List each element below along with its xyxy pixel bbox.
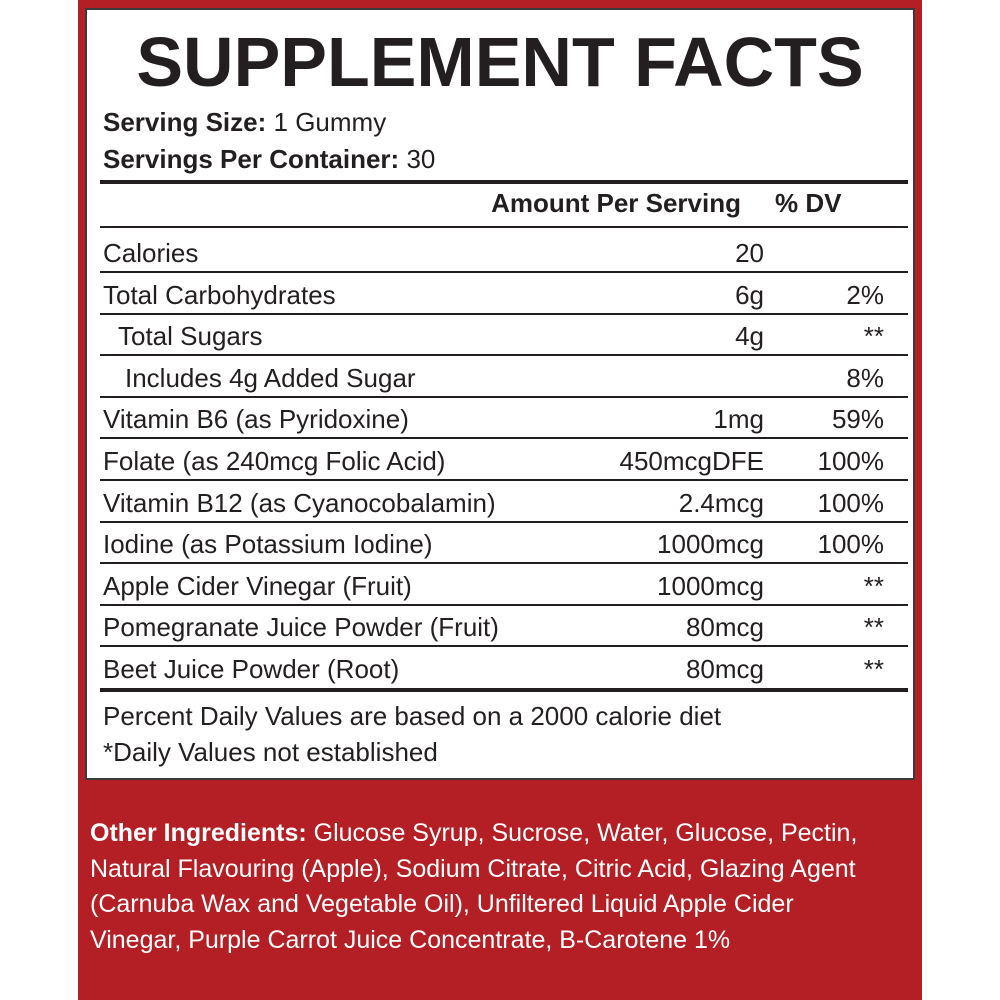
- row-dv: **: [863, 654, 884, 684]
- header-amount: Amount Per Serving: [491, 188, 741, 218]
- row-name: Pomegranate Juice Powder (Fruit): [103, 612, 499, 643]
- serving-size-label: Serving Size:: [103, 107, 267, 137]
- serving-size-value: 1 Gummy: [273, 107, 387, 137]
- rule: [100, 226, 908, 228]
- ingredients-text: Glucose Syrup, Sucrose, Water, Glucose, …: [90, 819, 858, 954]
- row-amount: 20: [735, 238, 764, 268]
- row-dv: 100%: [817, 529, 885, 560]
- row-amount: 1000mcg: [657, 529, 764, 560]
- footnote: *Daily Values not established: [103, 737, 438, 767]
- facts-box: [85, 8, 915, 780]
- thick-rule: [100, 180, 908, 184]
- row-dv: **: [863, 570, 884, 601]
- rule: [100, 562, 908, 565]
- servings-per-container: Servings Per Container: 30: [103, 144, 435, 174]
- row-name: Calories: [103, 238, 199, 268]
- row-amount: 1000mcg: [657, 570, 764, 601]
- header-dv: % DV: [775, 188, 842, 218]
- row-amount: 4g: [735, 321, 764, 352]
- row-name: Folate (as 240mcg Folic Acid): [103, 446, 446, 476]
- row-name: Iodine (as Potassium Iodine): [103, 529, 433, 560]
- row-dv: 8%: [846, 362, 884, 393]
- row-amount: 6g: [735, 279, 764, 310]
- row-amount: 1mg: [713, 404, 764, 435]
- rule: [100, 354, 908, 357]
- ingredients-label: Other Ingredients:: [90, 819, 307, 847]
- rule: [100, 312, 908, 315]
- row-amount: 450mcgDFE: [619, 446, 765, 476]
- other-ingredients: Other Ingredients: Glucose Syrup, Sucros…: [90, 816, 890, 958]
- row-name: Vitamin B12 (as Cyanocobalamin): [103, 487, 496, 518]
- rule: [100, 437, 908, 440]
- row-dv: 100%: [817, 446, 885, 476]
- row-name: Vitamin B6 (as Pyridoxine): [103, 404, 409, 435]
- row-dv: **: [863, 612, 884, 643]
- row-name: Beet Juice Powder (Root): [103, 654, 400, 684]
- servings-value: 30: [406, 144, 436, 174]
- rule: [100, 520, 908, 523]
- row-dv: 2%: [846, 279, 884, 310]
- thick-rule: [100, 688, 908, 692]
- row-name: Includes 4g Added Sugar: [125, 362, 416, 393]
- rule: [100, 645, 908, 648]
- rule: [100, 603, 908, 606]
- row-name: Total Sugars: [118, 321, 263, 352]
- rule: [100, 479, 908, 481]
- rule: [100, 395, 908, 398]
- row-dv: **: [863, 321, 884, 352]
- footnote: Percent Daily Values are based on a 2000…: [103, 701, 722, 731]
- row-amount: 80mcg: [685, 654, 764, 684]
- rule: [100, 271, 908, 273]
- row-dv: 100%: [817, 487, 885, 518]
- row-name: Apple Cider Vinegar (Fruit): [103, 570, 412, 601]
- row-amount: 80mcg: [685, 612, 764, 643]
- row-dv: 59%: [831, 404, 884, 435]
- row-name: Total Carbohydrates: [103, 279, 336, 310]
- row-amount: 2.4mcg: [678, 487, 764, 518]
- title: SUPPLEMENT FACTS: [136, 23, 864, 101]
- servings-label: Servings Per Container:: [103, 144, 400, 174]
- serving-size: Serving Size: 1 Gummy: [103, 107, 386, 137]
